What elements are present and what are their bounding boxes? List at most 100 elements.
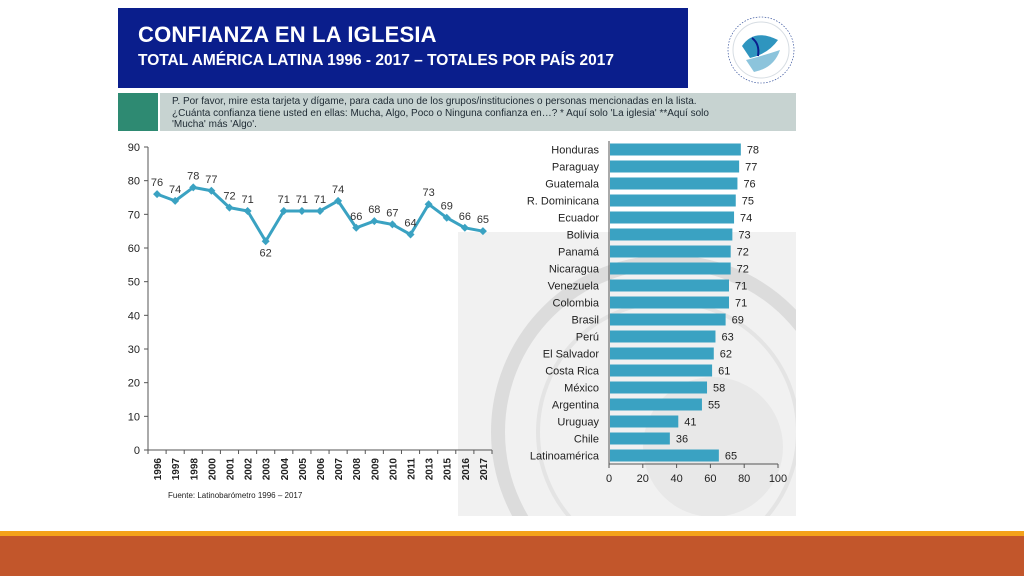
data-label: 62	[720, 349, 732, 361]
bar	[610, 364, 713, 377]
data-label: 41	[684, 417, 696, 429]
bar	[610, 245, 731, 258]
category-label: Latinoamérica	[530, 451, 600, 463]
x-tick-label: 1998	[189, 458, 200, 481]
data-label: 71	[296, 194, 308, 206]
x-tick-label: 2010	[388, 458, 399, 481]
y-tick-label: 70	[128, 209, 140, 221]
question-line-1: P. Por favor, mire esta tarjeta y dígame…	[172, 96, 697, 107]
y-tick-label: 50	[128, 277, 140, 289]
data-label: 58	[713, 383, 725, 395]
data-label: 69	[732, 315, 744, 327]
x-tick-label: 60	[704, 473, 716, 485]
footer-bar	[0, 536, 1024, 576]
data-label: 62	[260, 247, 272, 259]
data-label: 61	[718, 366, 730, 378]
data-point	[406, 230, 415, 239]
bar	[610, 449, 719, 462]
bar	[610, 398, 702, 411]
data-label: 67	[386, 207, 398, 219]
data-label: 72	[223, 191, 235, 203]
data-point	[334, 196, 343, 205]
data-point	[388, 220, 397, 229]
header-banner: CONFIANZA EN LA IGLESIA TOTAL AMÉRICA LA…	[118, 8, 688, 88]
x-tick-label: 2009	[370, 458, 381, 481]
source-note: Fuente: Latinobarómetro 1996 – 2017	[168, 491, 303, 500]
data-point	[424, 200, 433, 209]
data-label: 71	[314, 194, 326, 206]
data-label: 75	[742, 196, 754, 208]
bar	[610, 415, 679, 428]
x-tick-label: 40	[670, 473, 682, 485]
category-label: Venezuela	[548, 281, 600, 293]
category-label: Chile	[574, 434, 599, 446]
question-line-2: ¿Cuánta confianza tiene usted en ellas: …	[172, 107, 709, 119]
line-chart: 0 10 20 30 40 50 60 70 80 90 1996 1997 1998 2000 2001 2…	[128, 142, 493, 481]
bar	[610, 279, 729, 292]
question-marker	[118, 93, 158, 131]
category-label: Bolivia	[567, 230, 600, 242]
data-label: 64	[404, 218, 416, 230]
question-line-3: 'Mucha' más 'Algo'.	[172, 119, 257, 131]
x-tick-label: 0	[606, 473, 612, 485]
data-label: 68	[368, 204, 380, 216]
category-label: Ecuador	[558, 213, 599, 225]
x-tick-label: 80	[738, 473, 750, 485]
bar	[610, 330, 716, 343]
x-tick-label: 2004	[280, 458, 291, 481]
data-label: 78	[747, 145, 759, 157]
data-label: 71	[241, 194, 253, 206]
x-tick-label: 2003	[262, 458, 273, 481]
data-label: 73	[738, 230, 750, 242]
data-point	[207, 186, 216, 195]
data-point	[153, 190, 162, 199]
data-point	[189, 183, 198, 192]
data-label: 55	[708, 400, 720, 412]
y-tick-label: 20	[128, 378, 140, 390]
data-point	[279, 206, 288, 215]
data-point	[261, 237, 270, 246]
data-label: 74	[740, 213, 752, 225]
data-point	[297, 206, 306, 215]
data-label: 65	[725, 451, 737, 463]
data-label: 73	[423, 187, 435, 199]
data-label: 71	[735, 298, 747, 310]
data-point	[370, 217, 379, 226]
category-label: Guatemala	[545, 179, 600, 191]
x-tick-label: 2013	[425, 458, 436, 481]
y-tick-label: 90	[128, 142, 140, 154]
bar	[610, 228, 733, 241]
data-point	[352, 223, 361, 232]
globe-logo-icon	[727, 16, 795, 84]
slide-title: CONFIANZA EN LA IGLESIA	[138, 22, 437, 47]
bar	[610, 381, 708, 394]
question-text: P. Por favor, mire esta tarjeta y dígame…	[172, 96, 772, 131]
bar	[610, 262, 731, 275]
x-tick-label: 2016	[461, 458, 472, 481]
data-label: 65	[477, 214, 489, 226]
data-label: 71	[278, 194, 290, 206]
data-label: 74	[332, 184, 344, 196]
bar	[610, 160, 740, 173]
category-label: Panamá	[558, 247, 600, 259]
x-tick-label: 2006	[316, 458, 327, 481]
data-label: 36	[676, 434, 688, 446]
category-label: Honduras	[551, 145, 599, 157]
data-point	[478, 227, 487, 236]
x-tick-label: 2000	[207, 458, 218, 481]
bar-chart: 0 20 40 60 80 100 Honduras 78 Paraguay 77 Guatemal…	[527, 141, 787, 485]
data-label: 76	[151, 177, 163, 189]
data-point	[460, 223, 469, 232]
x-tick-label: 2001	[225, 458, 236, 481]
data-label: 63	[721, 332, 733, 344]
x-tick-label: 1997	[171, 458, 182, 481]
data-point	[316, 206, 324, 215]
x-tick-label: 2017	[479, 458, 490, 481]
data-label: 71	[735, 281, 747, 293]
x-tick-label: 20	[637, 473, 649, 485]
category-label: Nicaragua	[549, 264, 600, 276]
y-tick-label: 10	[128, 411, 140, 423]
data-label: 66	[350, 211, 362, 223]
data-label: 77	[205, 174, 217, 186]
